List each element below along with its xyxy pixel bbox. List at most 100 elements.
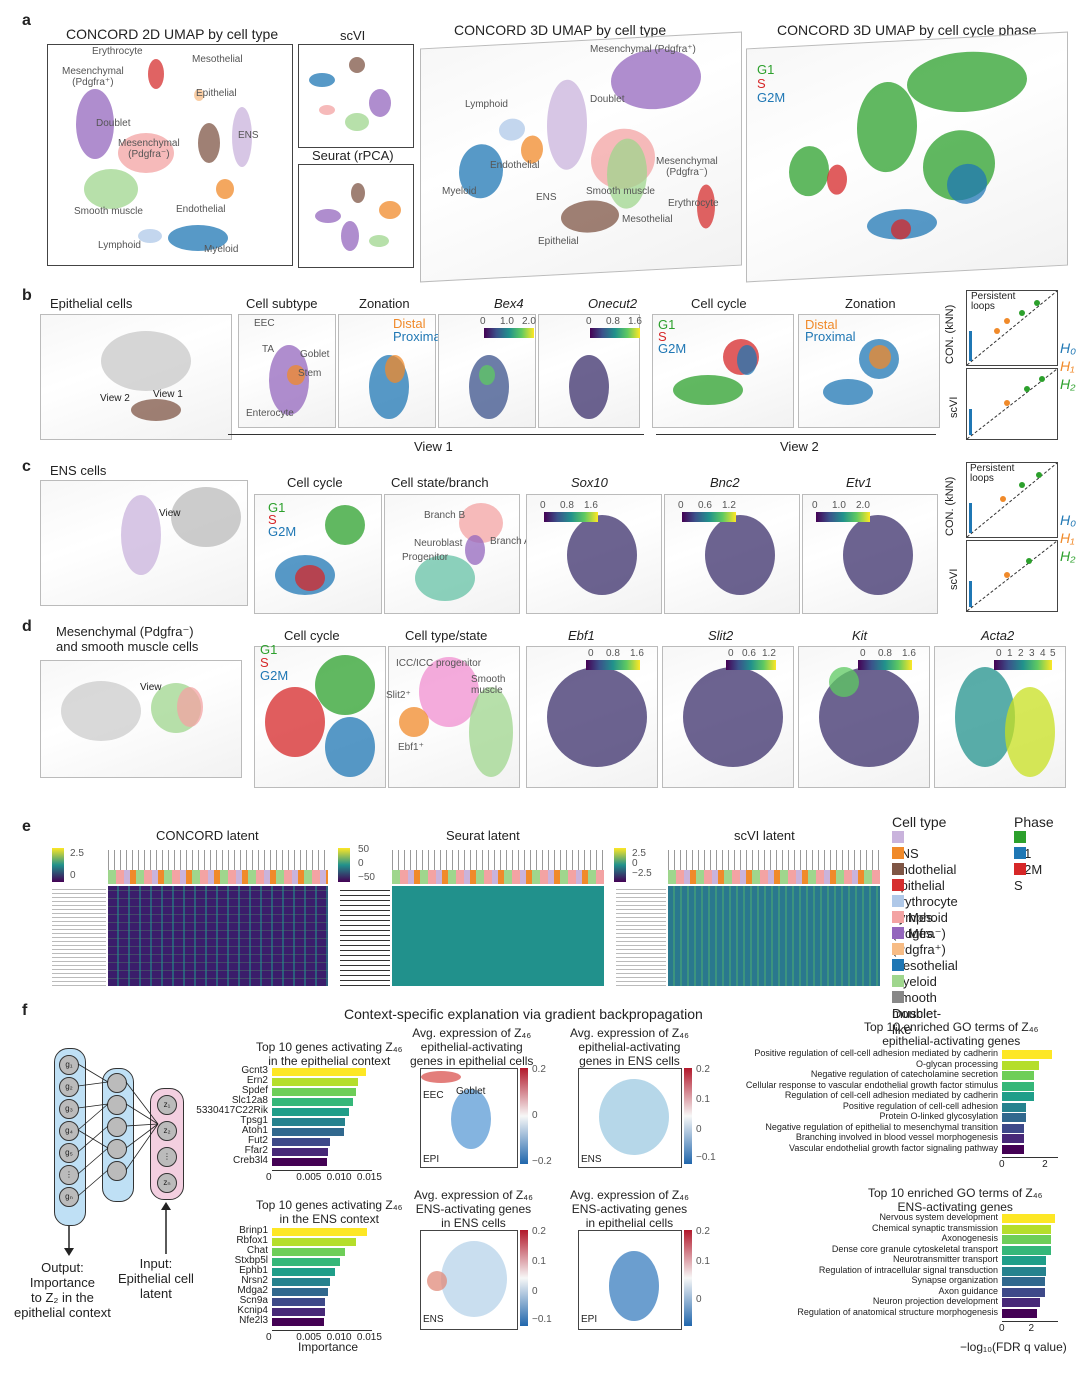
b-phase-s: S [658,329,667,344]
f-bar1-bar [272,1108,349,1116]
f-umap4-corner: EPI [581,1314,598,1325]
d-title: Mesenchymal (Pdgfra⁻) and smooth muscle … [56,624,199,654]
f-cb3 [520,1230,528,1326]
d-ebf1-t0: 0 [588,648,594,659]
b-sub-bex4: Bex4 [494,296,524,311]
d-ebf1-colorbar [586,660,640,670]
f-go2-bar [1002,1256,1047,1265]
b-h1: H₁ [1060,358,1075,374]
gene-node: g₄ [59,1121,79,1141]
e-dendro1 [108,850,328,871]
e-title-scvi: scVI latent [734,828,795,843]
f-bar2-gene-label: Nfe2l3 [239,1315,268,1326]
d-sub-type: Cell type/state [405,628,488,643]
f-bar2-gene-label: Chat [246,1245,268,1256]
b-view2-bracket [656,434,936,435]
latent-node: ⋮ [157,1147,177,1167]
e-celltype-legend-item: Epithelial [892,862,945,894]
f-cb2-t2: 0 [696,1124,702,1135]
d-lbl-slit2: Slit2⁺ [386,690,411,701]
legend-swatch [892,927,904,939]
f-go-xlabel: −log₁₀(FDR q value) [960,1340,1067,1354]
e-cb1-t1: 0 [70,870,76,881]
a3-lbl-epithelial: Epithelial [538,236,579,247]
legend-swatch [892,863,904,875]
c-sox10-t1: 0.8 [560,500,574,511]
f-bar2-bar [272,1258,341,1266]
b-onecut2-t0: 0 [586,316,592,327]
d-phase-g1: G1 [260,642,278,657]
hidden-node [107,1095,127,1115]
f-go2-bar [1002,1245,1051,1255]
legend-swatch [892,895,904,907]
a-lbl-lymphoid: Lymphoid [98,240,141,251]
e-title-concord: CONCORD latent [156,828,259,843]
e-rowdendro2 [340,886,390,986]
f-go1-term-label: Negative regulation of catecholamine sec… [810,1069,998,1079]
d-acta2-t4: 4 [1040,648,1046,659]
e-celltype-legend-item: Lymphoid [892,894,948,926]
f-bar1-bar [272,1068,366,1076]
d-type-umap [388,646,520,788]
b-sub-zonation2: Zonation [845,296,896,311]
e-heatmap-concord [108,886,328,986]
f-bar1-gene-label: Fut2 [247,1135,268,1146]
f-go1-x-axis [1002,1157,1058,1158]
f-bar2-chart: Brinp1 Rbfox1 Chat Stxbp5l Ephb1 Nrsn2 Mdga2 Sc… [192,1225,392,1343]
f-cb2-t1: 0.1 [696,1094,710,1105]
f-input-text: Input: Epithelial cell latent [118,1256,194,1301]
b-title: Epithelial cells [50,296,133,311]
d-sub-kit: Kit [852,628,868,643]
f-umap2-title: Avg. expression of Z₄₆ epithelial-activa… [570,1026,689,1068]
e-title-seurat: Seurat latent [446,828,520,843]
e-cb2 [338,848,350,882]
f-bar-xlabel: Importance [298,1340,359,1354]
e-rowdendro3 [616,886,666,986]
c-state-umap [384,494,520,614]
c-sox10-t0: 0 [540,500,546,511]
a-phase-g1: G1 [757,62,775,77]
f-bar2-gene-label: Nrsn2 [241,1275,268,1286]
a-2d-umap [47,44,293,266]
f-bar2-bar [272,1278,331,1286]
hidden-node [107,1161,127,1181]
legend-label: Erythrocyte [892,894,958,909]
a3-lbl-doublet: Doublet [590,94,625,105]
a-scvi-title: scVI [340,28,366,43]
f-bar1-gene-label: 5330417C22Rik [196,1105,268,1116]
c-sub-state: Cell state/branch [391,475,489,490]
e-phase-title: Phase [1014,814,1054,830]
gene-node: g₁ [59,1055,79,1075]
d-overview-umap [40,660,242,778]
c-lbl-branchb: Branch B [424,510,466,521]
f-bar1-bar [272,1098,354,1106]
b-bex4-t2: 2.0 [522,316,536,327]
a-lbl-mes-minus: Mesenchymal (Pdgfra⁻) [118,138,180,160]
c-lbl-neuroblast: Neuroblast [414,538,463,549]
a3-lbl-ens: ENS [536,192,557,203]
a-lbl-mes-plus: Mesenchymal (Pdgfra⁺) [62,66,124,88]
f-bar1-bar [272,1088,356,1096]
e-cb2-t2: −50 [358,872,375,883]
a-lbl-epithelial: Epithelial [196,88,237,99]
a3-lbl-mes-minus: Mesenchymal (Pdgfra⁻) [656,156,718,178]
f-go2-bar [1002,1298,1041,1307]
a3-lbl-erythrocyte: Erythrocyte [668,198,719,209]
c-sub-etv1: Etv1 [846,475,873,490]
f-bar2-gene-label: Stxbp5l [234,1255,268,1266]
b-ylab-con: CON. (kNN) [944,304,956,364]
gene-node: ⋮ [59,1165,79,1185]
f-cb4 [684,1230,692,1326]
a-phase-s: S [757,76,766,91]
legend-swatch [892,879,904,891]
f-go1-tick: 2 [1042,1159,1048,1170]
b-bex4-colorbar [484,328,534,338]
e-phase-legend-item: S [1014,862,1030,894]
legend-label: Mes. (Pdgfra⁻) [892,910,946,941]
b-lbl-goblet: Goblet [300,349,330,360]
b-lbl-enterocyte: Enterocyte [246,408,294,419]
f-cb1-t1: 0 [532,1110,538,1121]
legend-label: Doublet-like [892,1006,942,1037]
e-celltype-legend-item: Mesothelial [892,942,958,974]
d-ebf1-t2: 1.6 [630,648,644,659]
